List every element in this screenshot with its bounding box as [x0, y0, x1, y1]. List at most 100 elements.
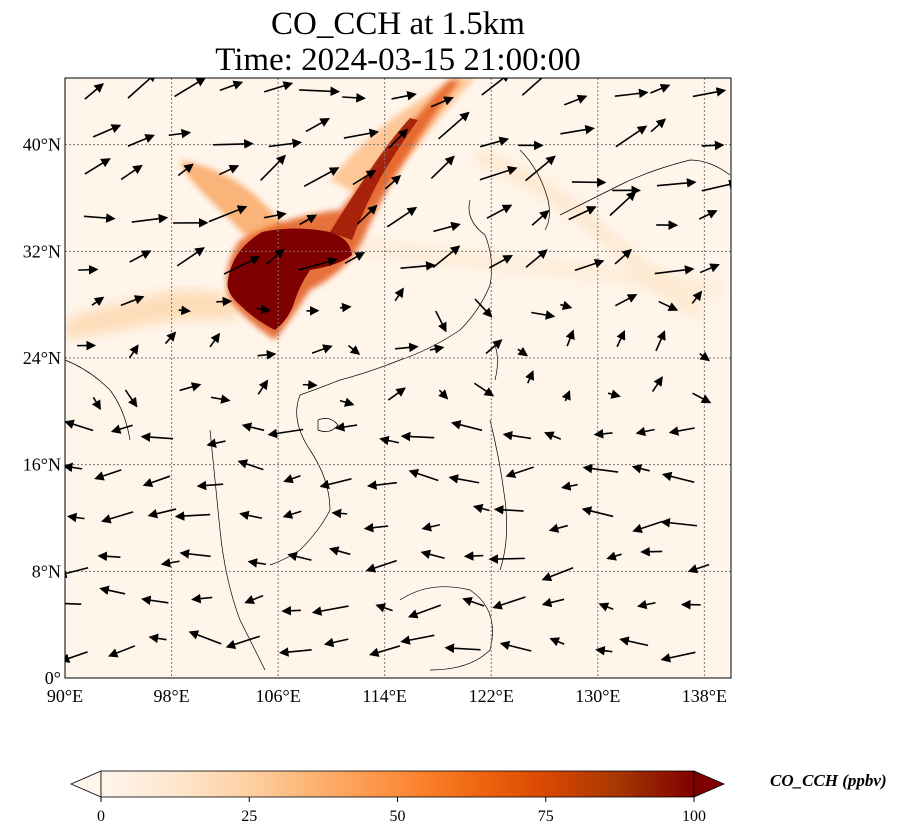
wind-arrow [278, 647, 312, 657]
colorbar-tick-label: 75 [538, 808, 554, 825]
latitude-tick-labels: 0° 8°N 16°N 24°N 32°N 40°N [23, 135, 61, 688]
wind-arrow [650, 83, 671, 94]
wind-arrow [305, 118, 330, 133]
wind-arrow [660, 517, 698, 528]
wind-arrow [379, 435, 400, 446]
colorbar: 0 25 50 75 100 [69, 770, 726, 825]
wind-arrow [479, 165, 518, 181]
coastlines [65, 149, 731, 671]
wind-arrow [268, 138, 303, 149]
wind-arrow [287, 551, 312, 562]
wind-arrow [303, 167, 340, 188]
wind-arrow [658, 300, 679, 311]
wind-arrow [299, 86, 341, 97]
wind-arrow [256, 304, 271, 314]
wind-arrow [179, 549, 211, 559]
wind-arrow [654, 265, 695, 275]
coastline-japan [559, 159, 731, 216]
wind-arrow [83, 213, 116, 223]
wind-arrow [687, 563, 710, 574]
wind-arrow [97, 551, 121, 562]
lon-tick-label: 130°E [575, 686, 620, 706]
wind-arrow [448, 474, 480, 484]
coastline-china-east [299, 199, 492, 396]
wind-arrow [129, 250, 152, 263]
wind-arrow [531, 209, 550, 226]
wind-arrow [564, 94, 588, 106]
wind-arrow [267, 428, 304, 439]
wind-arrow [525, 370, 535, 384]
wind-arrow [177, 163, 194, 177]
wind-arrow [223, 256, 261, 275]
wind-arrow [450, 420, 483, 432]
wind-arrow [65, 419, 94, 432]
wind-arrow [179, 382, 202, 392]
wind-arrow [174, 78, 207, 98]
lon-tick-label: 106°E [256, 686, 301, 706]
wind-arrow [619, 636, 649, 647]
wind-arrow [176, 247, 205, 267]
wind-arrow [660, 651, 696, 663]
wind-arrow [548, 523, 568, 533]
coastline-bay-of-bengal [65, 359, 131, 441]
wind-arrow [635, 426, 655, 437]
wind-arrow [701, 179, 731, 192]
wind-arrow [239, 510, 263, 521]
wind-arrow [549, 637, 565, 647]
lat-tick-label: 8°N [32, 561, 61, 581]
colorbar-tick-label: 0 [97, 808, 105, 825]
wind-arrow [394, 287, 404, 302]
wind-arrow [142, 475, 171, 488]
lon-tick-label: 98°E [153, 686, 189, 706]
map-title-line2: Time: 2024-03-15 21:00:00 [215, 42, 581, 78]
wind-arrow [101, 511, 134, 524]
wind-arrow [565, 329, 575, 347]
lon-tick-label: 90°E [47, 686, 83, 706]
colorbar-tick-label: 25 [241, 808, 257, 825]
wind-arrow [168, 128, 192, 139]
wind-arrow [334, 422, 358, 432]
wind-arrow [94, 469, 122, 481]
wind-arrow [331, 508, 348, 519]
wind-arrow [488, 554, 525, 564]
wind-arrow [141, 595, 169, 606]
wind-arrow [517, 346, 529, 357]
colorbar-tick-label: 100 [682, 808, 706, 825]
wind-arrow [339, 397, 355, 407]
longitude-tick-labels: 90°E 98°E 106°E 114°E 122°E 130°E 138°E [47, 686, 727, 706]
colorbar-label: CO_CCH (ppbv) [770, 771, 887, 790]
wind-arrow [147, 508, 177, 519]
wind-arrow [632, 520, 663, 534]
wind-arrow [637, 599, 656, 610]
wind-arrow [521, 78, 553, 96]
wind-arrow [614, 88, 649, 99]
wind-arrow [66, 512, 85, 523]
wind-arrow [391, 91, 417, 101]
wind-arrow [541, 567, 574, 582]
wind-arrow [408, 469, 439, 482]
wind-arrow [394, 342, 419, 353]
wind-arrow [352, 169, 377, 186]
plume-light-west [65, 290, 240, 340]
wind-arrow [210, 394, 231, 404]
wind-arrow [420, 549, 445, 560]
wind-arrow [131, 213, 169, 224]
plume-faint-band [330, 235, 720, 300]
wind-arrow [225, 635, 260, 649]
wind-arrow [631, 464, 650, 474]
wind-arrow [110, 424, 133, 434]
wind-arrow [462, 596, 485, 607]
wind-arrow [124, 389, 138, 408]
wind-arrow [365, 559, 397, 573]
wind-arrow [375, 603, 393, 613]
wind-arrow [257, 350, 277, 360]
wind-arrow [263, 210, 287, 220]
wind-arrow [283, 474, 301, 484]
wind-arrow [257, 379, 269, 395]
wind-arrow [148, 633, 167, 644]
wind-arrow [481, 78, 511, 96]
wind-arrow [525, 249, 548, 268]
wind-arrow [84, 83, 104, 100]
wind-arrow [479, 136, 510, 148]
